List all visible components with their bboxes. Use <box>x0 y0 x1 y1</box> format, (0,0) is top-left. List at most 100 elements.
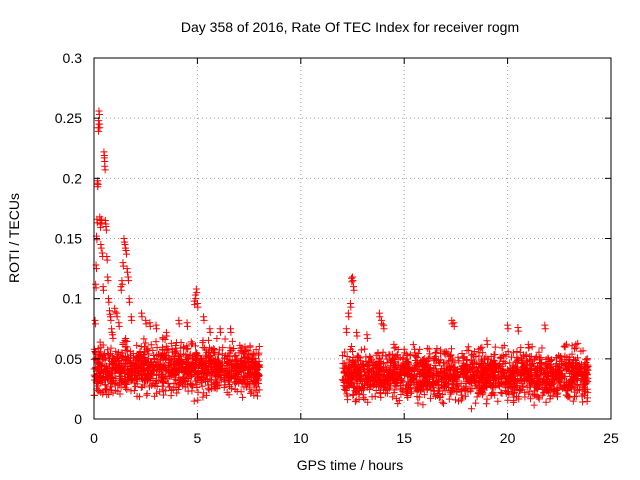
data-point <box>123 385 131 393</box>
data-point <box>217 328 225 336</box>
data-point <box>504 348 512 356</box>
data-point <box>361 396 369 404</box>
data-point <box>136 393 144 401</box>
data-point <box>191 367 199 375</box>
data-point <box>497 389 505 397</box>
data-point <box>438 398 446 406</box>
data-point <box>184 354 192 362</box>
data-point <box>218 350 226 358</box>
data-point <box>483 395 491 403</box>
data-point <box>114 387 122 395</box>
data-point <box>159 391 167 399</box>
data-point <box>198 376 206 384</box>
data-point <box>534 373 542 381</box>
data-point <box>349 277 357 285</box>
data-point <box>354 361 362 369</box>
data-point <box>113 313 121 321</box>
data-point <box>233 377 241 385</box>
data-point <box>210 361 218 369</box>
data-point <box>397 375 405 383</box>
data-point <box>204 381 212 389</box>
data-point <box>530 401 538 409</box>
data-point <box>426 353 434 361</box>
data-point <box>369 377 377 385</box>
data-point <box>133 366 141 374</box>
data-point <box>128 316 136 324</box>
data-point <box>168 369 176 377</box>
data-point <box>580 384 588 392</box>
data-point <box>249 365 257 373</box>
data-point <box>108 386 116 394</box>
x-tick-label: 10 <box>293 430 309 446</box>
data-point <box>479 375 487 383</box>
data-point <box>558 383 566 391</box>
data-point <box>103 368 111 376</box>
data-point <box>159 355 167 363</box>
data-point <box>207 372 215 380</box>
data-point <box>172 376 180 384</box>
data-point <box>396 354 404 362</box>
data-point <box>250 378 258 386</box>
data-point <box>206 375 214 383</box>
data-point <box>95 111 103 119</box>
data-point <box>382 352 390 360</box>
data-point <box>462 392 470 400</box>
data-point <box>122 384 130 392</box>
data-point <box>407 366 415 374</box>
data-point <box>509 349 517 357</box>
data-point <box>486 373 494 381</box>
data-point <box>239 366 247 374</box>
data-point <box>115 368 123 376</box>
data-point <box>205 348 213 356</box>
data-point <box>184 368 192 376</box>
data-point <box>174 357 182 365</box>
data-point <box>217 371 225 379</box>
data-point <box>342 387 350 395</box>
data-point <box>441 387 449 395</box>
data-point <box>525 344 533 352</box>
data-point <box>361 345 369 353</box>
data-point <box>223 388 231 396</box>
data-point <box>564 393 572 401</box>
data-point <box>565 392 573 400</box>
data-point <box>355 353 363 361</box>
data-point <box>389 370 397 378</box>
data-point <box>183 358 191 366</box>
data-point <box>119 341 127 349</box>
data-point <box>548 370 556 378</box>
data-point <box>110 360 118 368</box>
data-point <box>375 368 383 376</box>
data-point <box>102 226 110 234</box>
data-point <box>96 351 104 359</box>
data-point <box>104 350 112 358</box>
data-point <box>558 361 566 369</box>
data-point <box>579 347 587 355</box>
data-point <box>349 347 357 355</box>
data-point <box>100 286 108 294</box>
data-point <box>542 398 550 406</box>
data-point <box>389 393 397 401</box>
data-point <box>427 394 435 402</box>
data-point <box>175 320 183 328</box>
data-point <box>368 355 376 363</box>
data-point <box>352 358 360 366</box>
data-point <box>172 339 180 347</box>
data-point <box>538 344 546 352</box>
data-point <box>221 335 229 343</box>
data-point <box>359 394 367 402</box>
data-point <box>209 356 217 364</box>
data-point <box>385 384 393 392</box>
data-point <box>202 391 210 399</box>
data-point <box>517 344 525 352</box>
data-point <box>199 366 207 374</box>
x-tick-label: 25 <box>603 430 619 446</box>
data-point <box>504 396 512 404</box>
data-point <box>341 348 349 356</box>
data-point <box>357 346 365 354</box>
data-point <box>199 344 207 352</box>
data-point <box>424 381 432 389</box>
data-point <box>549 392 557 400</box>
data-point <box>505 391 513 399</box>
data-point <box>368 382 376 390</box>
data-point <box>393 366 401 374</box>
